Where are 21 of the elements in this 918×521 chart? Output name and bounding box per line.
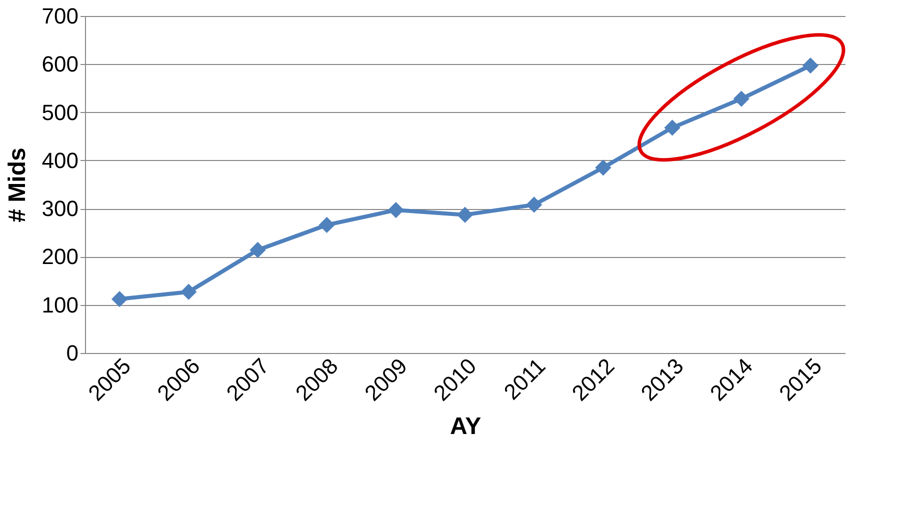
y-axis-title: # Mids: [4, 148, 31, 222]
y-tick-label: 300: [42, 196, 78, 222]
point: [111, 291, 128, 308]
y-tick-label: 700: [42, 4, 78, 28]
point: [180, 284, 197, 300]
x-axis-title: AY: [450, 412, 482, 440]
point: [318, 216, 335, 233]
point: [388, 202, 404, 218]
point: [456, 206, 474, 223]
point: [802, 58, 819, 74]
y-tick-label: 0: [66, 340, 78, 366]
y-tick-label: 200: [42, 244, 78, 270]
point: [595, 160, 612, 176]
point: [733, 90, 750, 107]
y-tick-label: 400: [42, 148, 78, 173]
y-tick-label: 500: [42, 100, 78, 125]
y-tick-label: 600: [42, 52, 78, 77]
point: [250, 242, 266, 258]
point: [664, 120, 680, 136]
point: [526, 196, 542, 213]
y-tick-label: 100: [42, 292, 78, 318]
